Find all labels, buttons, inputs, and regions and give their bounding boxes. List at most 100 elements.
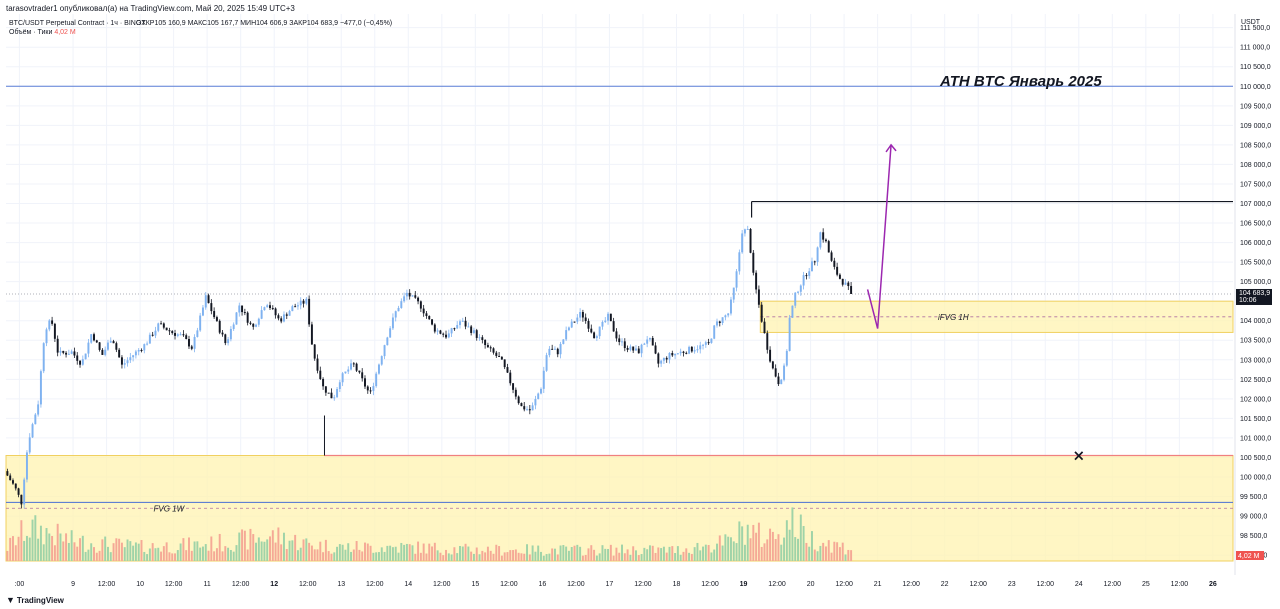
volume-bar bbox=[721, 545, 724, 561]
ohlc-values: ОТКР105 160,9 МАКС105 167,7 МИН104 606,9… bbox=[136, 20, 392, 27]
volume-bar bbox=[277, 527, 280, 561]
tradingview-footer[interactable]: ▼ TradingView bbox=[6, 595, 64, 605]
candle-body bbox=[813, 261, 816, 263]
volume-bar bbox=[383, 551, 386, 561]
candle-body bbox=[227, 339, 230, 344]
time-tick-label: 12:00 bbox=[768, 581, 786, 588]
volume-bar bbox=[215, 548, 218, 561]
price-tick-label: 109 000,0 bbox=[1240, 123, 1271, 130]
volume-bar bbox=[802, 526, 805, 561]
volume-bar bbox=[573, 545, 576, 561]
volume-bar bbox=[137, 543, 140, 561]
volume-bar bbox=[322, 552, 325, 561]
volume-bar bbox=[190, 550, 193, 561]
candle-body bbox=[358, 370, 361, 373]
candle-body bbox=[699, 345, 702, 350]
candle-body bbox=[327, 392, 330, 394]
volume-bar bbox=[755, 532, 758, 561]
candle-body bbox=[190, 346, 193, 349]
candle-body bbox=[595, 336, 598, 339]
candle-body bbox=[442, 333, 445, 335]
volume-bar bbox=[727, 536, 730, 561]
volume-bar bbox=[405, 543, 408, 561]
candle-body bbox=[266, 305, 269, 308]
candle-body bbox=[199, 315, 202, 331]
time-tick-label: 12:00 bbox=[98, 581, 116, 588]
candle-body bbox=[308, 298, 311, 325]
volume-bar bbox=[123, 547, 126, 561]
candle-body bbox=[14, 483, 17, 489]
volume-bar bbox=[808, 546, 811, 561]
candle-body bbox=[500, 356, 503, 360]
price-tick-label: 110 500,0 bbox=[1240, 64, 1271, 71]
candle-body bbox=[269, 305, 271, 309]
volume-bar bbox=[732, 541, 735, 561]
candle-body bbox=[746, 228, 749, 230]
candle-body bbox=[106, 342, 109, 350]
candle-body bbox=[196, 330, 199, 337]
forecast-arrow bbox=[866, 144, 892, 329]
candle-body bbox=[523, 406, 526, 410]
candle-body bbox=[67, 353, 70, 355]
candle-body bbox=[629, 346, 632, 350]
time-axis[interactable]: :00 9 12:00 10 12:00 11 12:00 12 12:00 13 12:00 14 1… bbox=[15, 581, 1217, 588]
volume-bar bbox=[682, 551, 685, 561]
candle-body bbox=[185, 335, 188, 340]
candle-body bbox=[118, 349, 121, 358]
volume-bar bbox=[417, 541, 420, 561]
time-tick-label: 12:00 bbox=[634, 581, 652, 588]
volume-bar bbox=[537, 545, 540, 561]
candle-body bbox=[445, 334, 447, 338]
candle-body bbox=[291, 306, 294, 312]
ath-annotation: ATH BTC Январь 2025 bbox=[939, 73, 1102, 90]
volume-bar bbox=[609, 544, 612, 561]
time-tick-label: 12:00 bbox=[701, 581, 719, 588]
candle-body bbox=[213, 311, 216, 318]
volume-bar bbox=[492, 553, 495, 561]
price-tick-label: 104 000,0 bbox=[1240, 318, 1271, 325]
candle-body bbox=[204, 295, 207, 308]
candle-body bbox=[598, 326, 601, 337]
candle-body bbox=[461, 320, 464, 322]
candle-body bbox=[120, 357, 123, 365]
volume-legend-value: 4,02 M bbox=[54, 29, 76, 36]
candle-body bbox=[160, 323, 163, 325]
candle-body bbox=[562, 339, 565, 344]
volume-bar bbox=[844, 554, 847, 561]
volume-bar bbox=[140, 540, 143, 561]
volume-bar bbox=[713, 549, 716, 561]
candle-body bbox=[394, 311, 397, 318]
candle-body bbox=[316, 358, 319, 371]
volume-bar bbox=[199, 547, 202, 561]
volume-bar bbox=[143, 551, 146, 561]
candle-body bbox=[182, 334, 185, 336]
volume-bar bbox=[788, 529, 791, 561]
volume-bar bbox=[132, 545, 135, 561]
candle-body bbox=[811, 261, 813, 272]
volume-bar bbox=[81, 535, 84, 561]
price-tick-label: 111 000,0 bbox=[1240, 45, 1270, 52]
candle-body bbox=[844, 282, 847, 285]
symbol-title: BTC/USDT Perpetual Contract · 1ч · BINGX bbox=[9, 20, 146, 27]
volume-bar bbox=[51, 536, 54, 561]
volume-bar bbox=[274, 542, 277, 561]
candle-body bbox=[623, 341, 626, 349]
candle-body bbox=[389, 328, 392, 338]
candle-body bbox=[710, 338, 713, 343]
volume-bar bbox=[31, 519, 34, 561]
candle-body bbox=[25, 452, 28, 480]
volume-bar bbox=[741, 526, 744, 561]
volume-bar bbox=[467, 546, 470, 561]
time-tick-label: 13 bbox=[337, 581, 345, 588]
candle-body bbox=[743, 229, 746, 234]
candle-body bbox=[785, 350, 788, 366]
candle-body bbox=[23, 479, 26, 505]
candle-body bbox=[548, 348, 551, 356]
volume-bar bbox=[154, 548, 157, 561]
volume-bar bbox=[567, 550, 570, 561]
candle-body bbox=[609, 313, 612, 322]
candle-body bbox=[408, 292, 411, 297]
volume-bar bbox=[827, 540, 830, 561]
volume-bar bbox=[25, 535, 28, 561]
